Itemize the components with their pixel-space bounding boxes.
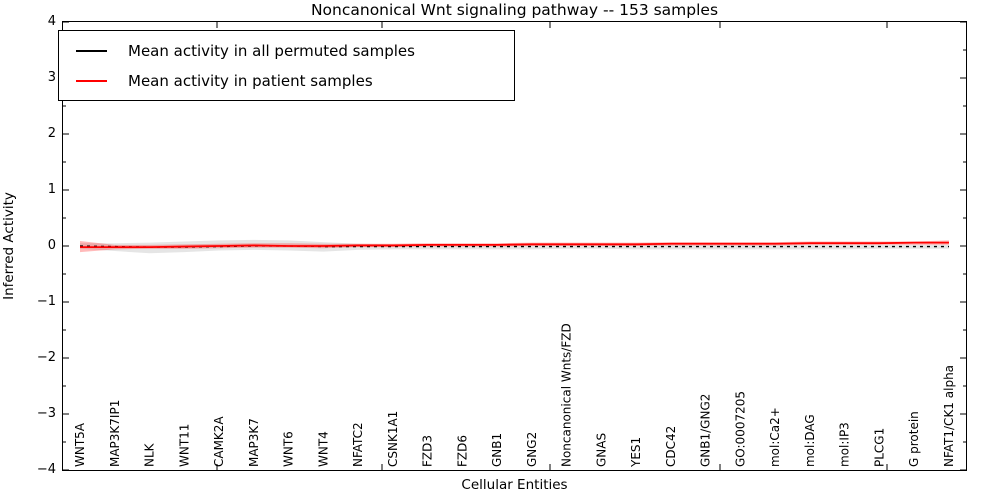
- x-tick-label: GNB1/GNG2: [699, 394, 713, 467]
- x-tick-label: mol:IP3: [838, 422, 852, 467]
- x-tick-label: CSNK1A1: [386, 411, 400, 467]
- legend: Mean activity in all permuted samples Me…: [58, 30, 515, 101]
- x-tick-label: CAMK2A: [212, 416, 226, 467]
- x-tick-label: NLK: [143, 442, 157, 467]
- x-tick-label: YES1: [629, 437, 643, 468]
- y-tick-label: 4: [47, 14, 56, 29]
- y-axis-tick-labels: 4 3 2 1 0 −1 −2 −3 −4: [0, 0, 56, 500]
- x-tick-label: MAP3K7IP1: [108, 400, 122, 467]
- x-tick-label: mol:DAG: [803, 414, 817, 467]
- x-tick-label: GNG2: [525, 432, 539, 467]
- y-tick-label: −3: [36, 406, 56, 421]
- x-tick-label: MAP3K7: [247, 418, 261, 467]
- y-tick-label: 0: [47, 238, 56, 253]
- x-tick-label: Noncanonical Wnts/FZD: [560, 323, 574, 467]
- chart-canvas: WNT5A MAP3K7IP1 NLK WNT11 CAMK2A MAP3K7 WNT6 WN…: [63, 22, 966, 470]
- chart-title: Noncanonical Wnt signaling pathway -- 15…: [310, 1, 719, 19]
- y-tick-label: −4: [36, 462, 56, 477]
- x-tick-label: WNT11: [177, 424, 191, 467]
- x-tick-label: FZD3: [421, 435, 435, 467]
- y-tick-label: 2: [47, 126, 56, 141]
- x-tick-label: GNB1: [490, 433, 504, 467]
- x-tick-label: WNT5A: [73, 422, 87, 467]
- y-tick-label: 3: [47, 70, 56, 85]
- legend-entry-patient: Mean activity in patient samples: [59, 66, 514, 96]
- x-tick-label: FZD6: [455, 435, 469, 467]
- x-axis-label: Cellular Entities: [461, 477, 568, 493]
- x-tick-label: WNT4: [316, 431, 330, 467]
- series-line-patient: [80, 241, 949, 249]
- x-tick-label: GO:0007205: [733, 391, 747, 467]
- plot-area: WNT5A MAP3K7IP1 NLK WNT11 CAMK2A MAP3K7 WNT6 WN…: [62, 21, 967, 471]
- legend-line-sample-black: [76, 50, 107, 52]
- x-tick-label: NFATC2: [351, 422, 365, 467]
- y-tick-label: −1: [36, 294, 56, 309]
- legend-label: Mean activity in patient samples: [128, 72, 373, 90]
- x-tick-label: WNT6: [282, 431, 296, 467]
- x-tick-label: NFAT1/CK1 alpha: [942, 365, 956, 467]
- x-tick-label: CDC42: [664, 426, 678, 467]
- legend-line-sample-red: [76, 80, 107, 82]
- x-tick-label: mol:Ca2+: [768, 407, 782, 467]
- series-line-permuted: [79, 245, 949, 248]
- x-tick-label: PLCG1: [872, 428, 886, 467]
- x-tick-label: GNAS: [594, 433, 608, 467]
- legend-label: Mean activity in all permuted samples: [128, 42, 415, 60]
- x-tick-label: G protein: [907, 411, 921, 467]
- legend-entry-permuted: Mean activity in all permuted samples: [59, 36, 514, 66]
- y-tick-label: −2: [36, 350, 56, 365]
- y-tick-label: 1: [47, 182, 56, 197]
